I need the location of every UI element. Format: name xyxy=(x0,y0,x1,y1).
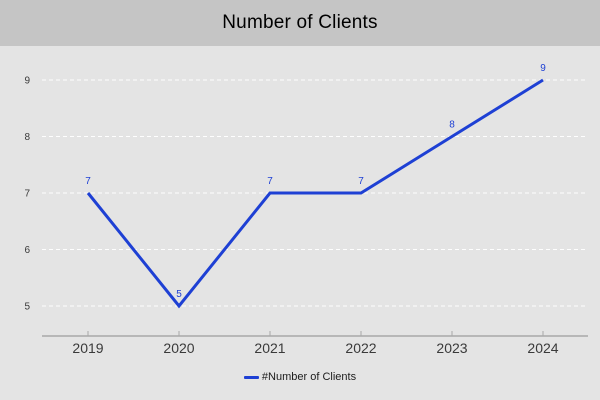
data-label: 7 xyxy=(267,176,273,187)
y-axis-tick-label: 6 xyxy=(24,245,30,256)
data-label: 8 xyxy=(449,120,455,131)
data-label: 7 xyxy=(358,176,364,187)
data-label: 9 xyxy=(540,63,546,74)
x-axis-tick-label: 2024 xyxy=(527,340,558,356)
y-axis-tick-label: 8 xyxy=(24,132,30,143)
chart-title-band: Number of Clients xyxy=(0,0,600,46)
y-axis-tick-label: 9 xyxy=(24,76,30,87)
x-axis-tick-label: 2022 xyxy=(345,340,376,356)
data-label: 5 xyxy=(176,289,182,300)
series-line xyxy=(86,78,544,309)
x-axis-tick-label: 2021 xyxy=(254,340,285,356)
chart-title: Number of Clients xyxy=(222,12,378,33)
x-axis-tick-label: 2023 xyxy=(436,340,467,356)
x-axis-tick-label: 2019 xyxy=(72,340,103,356)
y-axis-tick-label: 5 xyxy=(24,302,30,313)
data-label: 7 xyxy=(85,176,91,187)
x-axis-tick-label: 2020 xyxy=(163,340,194,356)
legend-swatch-line-icon xyxy=(243,375,259,379)
legend-series-label: #Number of Clients xyxy=(261,371,357,383)
legend: #Number of Clients xyxy=(0,371,600,383)
y-axis-tick-label: 7 xyxy=(24,189,30,200)
